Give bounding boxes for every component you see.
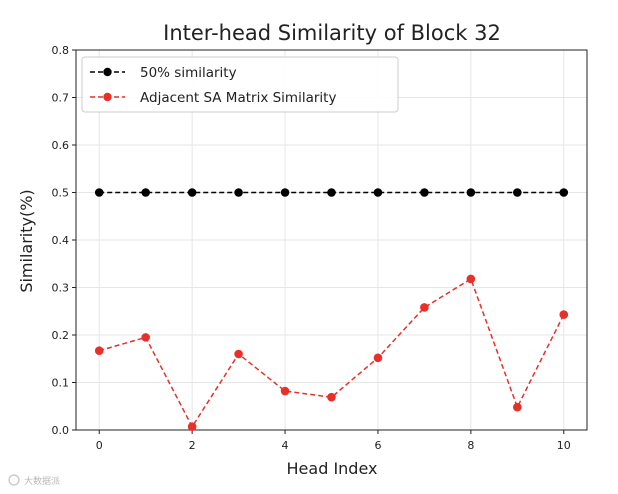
data-point-adjacent-sa-matrix-similarity xyxy=(187,422,197,431)
y-tick-label: 0.0 xyxy=(52,424,70,437)
series-adjacent-sa-matrix-similarity xyxy=(94,274,569,431)
data-point-50-similarity xyxy=(327,188,336,197)
x-tick-label: 0 xyxy=(96,439,103,452)
legend-marker-adjacent-sa-matrix-similarity xyxy=(103,92,112,102)
x-tick-label: 8 xyxy=(467,439,474,452)
legend-box xyxy=(81,56,399,113)
y-tick-label: 0.4 xyxy=(52,234,70,247)
data-point-adjacent-sa-matrix-similarity xyxy=(420,303,429,312)
data-point-adjacent-sa-matrix-similarity xyxy=(94,346,104,355)
series-line-adjacent-sa-matrix-similarity xyxy=(99,277,565,429)
data-point-50-similarity xyxy=(234,188,243,197)
data-point-50-similarity xyxy=(141,188,150,197)
data-point-adjacent-sa-matrix-similarity xyxy=(141,333,150,342)
x-tick-label: 4 xyxy=(282,439,289,452)
data-point-50-similarity xyxy=(466,188,476,197)
x-tick-label: 2 xyxy=(189,439,196,452)
y-tick-label: 0.7 xyxy=(52,92,70,105)
data-point-adjacent-sa-matrix-similarity xyxy=(234,349,243,359)
x-tick-label: 6 xyxy=(374,439,381,452)
x-axis-label: Head Index xyxy=(287,459,378,478)
watermark: 大数据派 xyxy=(8,474,60,487)
data-point-50-similarity xyxy=(187,188,197,197)
data-point-50-similarity xyxy=(94,188,104,197)
series-layer xyxy=(94,188,569,431)
data-point-50-similarity xyxy=(420,188,429,197)
watermark-text: 大数据派 xyxy=(24,475,60,487)
axis-ticks: 0.0 0.1 0.2 0.3 0.4 0.5 0.6 0.7 0.8 0 2 4 6 8 10 xyxy=(52,44,571,452)
series-50-similarity xyxy=(94,188,569,197)
data-point-adjacent-sa-matrix-similarity xyxy=(513,402,522,412)
y-tick-label: 0.1 xyxy=(52,377,70,390)
chart-title: Inter-head Similarity of Block 32 xyxy=(163,21,501,45)
data-point-50-similarity xyxy=(280,188,290,197)
y-tick-label: 0.8 xyxy=(52,44,70,57)
legend-entry-adjacent-sa-matrix-similarity: Adjacent SA Matrix Similarity xyxy=(140,90,336,106)
data-point-adjacent-sa-matrix-similarity xyxy=(280,386,290,396)
y-tick-label: 0.3 xyxy=(52,282,70,295)
legend-entry-50-similarity: 50% similarity xyxy=(140,65,237,81)
watermark-logo-icon xyxy=(8,474,20,486)
data-point-adjacent-sa-matrix-similarity xyxy=(559,310,569,319)
legend: 50% similarity Adjacent SA Matrix Simila… xyxy=(81,56,399,113)
y-tick-label: 0.5 xyxy=(52,187,70,200)
data-point-50-similarity xyxy=(513,188,522,197)
y-tick-label: 0.2 xyxy=(52,329,70,342)
y-tick-label: 0.6 xyxy=(52,139,70,152)
x-tick-label: 10 xyxy=(557,439,571,452)
data-point-adjacent-sa-matrix-similarity xyxy=(327,392,336,402)
data-point-50-similarity xyxy=(373,188,383,197)
data-point-adjacent-sa-matrix-similarity xyxy=(466,274,476,284)
data-point-50-similarity xyxy=(559,188,569,197)
data-point-adjacent-sa-matrix-similarity xyxy=(373,353,383,363)
legend-marker-50-similarity xyxy=(103,67,112,77)
y-axis-label: Similarity(%) xyxy=(17,189,36,292)
